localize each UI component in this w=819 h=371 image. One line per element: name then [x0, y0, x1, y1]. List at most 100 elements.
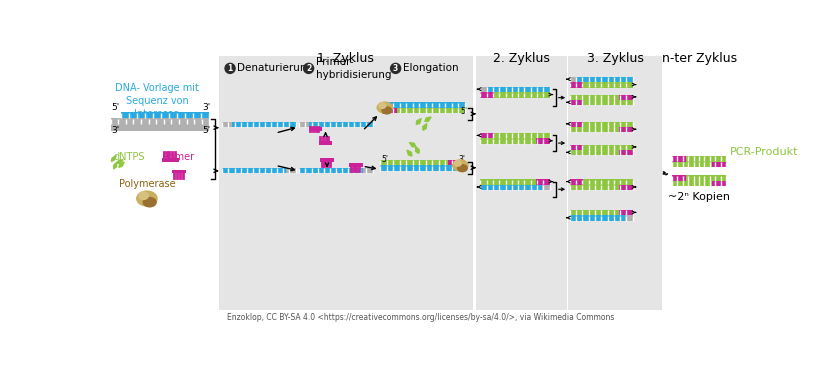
Bar [569, 145, 632, 150]
Bar [476, 56, 566, 310]
Bar [162, 158, 179, 162]
Ellipse shape [457, 165, 467, 172]
Circle shape [224, 63, 235, 73]
Text: dNTPS: dNTPS [113, 152, 145, 162]
Bar [624, 216, 632, 221]
Text: Primer-
hybridisierung: Primer- hybridisierung [315, 57, 391, 80]
Bar [480, 133, 549, 138]
Bar [447, 160, 464, 165]
Bar [569, 122, 583, 127]
Polygon shape [406, 150, 411, 156]
Bar [618, 185, 632, 190]
Text: DNA- Vorlage mit
Sequenz von
Interesse: DNA- Vorlage mit Sequenz von Interesse [115, 83, 198, 119]
Bar [711, 161, 725, 167]
Polygon shape [111, 155, 116, 161]
Bar [349, 163, 363, 167]
Polygon shape [415, 147, 419, 154]
Bar [480, 133, 494, 138]
Bar [569, 100, 632, 105]
Text: 3: 3 [392, 64, 398, 73]
Bar [569, 82, 583, 88]
Text: 5': 5' [382, 155, 388, 164]
Text: Primer: Primer [161, 152, 193, 162]
Bar [569, 82, 632, 88]
Polygon shape [423, 124, 426, 130]
Bar [111, 125, 209, 131]
Text: Elongation: Elongation [402, 63, 458, 73]
Bar [380, 102, 389, 108]
Text: Polymerase: Polymerase [119, 179, 175, 189]
Text: 3': 3' [111, 126, 120, 135]
Bar [672, 156, 725, 161]
Text: 2: 2 [305, 64, 311, 73]
Bar [672, 175, 685, 181]
Bar [319, 158, 333, 162]
Text: 3': 3' [458, 155, 465, 164]
Circle shape [303, 63, 313, 73]
Bar [380, 108, 396, 113]
Bar [569, 185, 632, 190]
Bar [541, 185, 549, 190]
Bar [568, 56, 661, 310]
Bar [535, 138, 549, 144]
Bar [299, 168, 363, 173]
Bar [569, 95, 632, 100]
Bar [222, 122, 231, 127]
Bar [172, 170, 186, 173]
Bar [218, 56, 472, 310]
Bar [711, 181, 725, 186]
Bar [480, 179, 549, 185]
Ellipse shape [139, 192, 148, 200]
Bar [380, 160, 464, 165]
Text: 3': 3' [202, 103, 210, 112]
Bar [672, 181, 725, 186]
Bar [286, 168, 295, 173]
Text: 3. Zyklus: 3. Zyklus [586, 52, 643, 65]
Bar [480, 138, 549, 144]
Bar [455, 165, 464, 171]
Bar [569, 179, 583, 185]
Ellipse shape [377, 102, 392, 113]
Bar [672, 161, 725, 167]
Bar [299, 122, 308, 127]
Polygon shape [114, 162, 117, 169]
Bar [480, 185, 541, 190]
Text: Denaturierung: Denaturierung [237, 63, 313, 73]
Text: n-ter Zyklus: n-ter Zyklus [662, 52, 736, 65]
Bar [222, 168, 286, 173]
Ellipse shape [452, 160, 468, 171]
Bar [672, 156, 685, 161]
Bar [618, 127, 632, 132]
Bar [569, 210, 632, 216]
Circle shape [390, 63, 400, 73]
Ellipse shape [143, 198, 156, 207]
Bar [111, 118, 209, 125]
Bar [569, 100, 583, 105]
Text: ~2ⁿ Kopien: ~2ⁿ Kopien [667, 192, 729, 202]
Text: Enzoklop, CC BY-SA 4.0 <https://creativecommons.org/licenses/by-sa/4.0/>, via Wi: Enzoklop, CC BY-SA 4.0 <https://creative… [226, 313, 613, 322]
Text: 3': 3' [382, 107, 388, 116]
Bar [389, 102, 464, 108]
Bar [380, 165, 455, 171]
Bar [319, 141, 332, 145]
Bar [618, 95, 632, 100]
Bar [535, 179, 549, 185]
Polygon shape [119, 162, 124, 167]
Ellipse shape [378, 103, 386, 108]
Bar [380, 108, 464, 113]
Polygon shape [424, 117, 431, 121]
Bar [487, 87, 549, 92]
Bar [569, 127, 632, 132]
Bar [569, 77, 577, 82]
Bar [618, 210, 632, 216]
Bar [231, 122, 295, 127]
Text: 5': 5' [111, 103, 120, 112]
Bar [480, 87, 487, 92]
Polygon shape [416, 119, 421, 124]
Bar [569, 145, 583, 150]
Bar [363, 168, 372, 173]
Polygon shape [116, 160, 123, 164]
Bar [308, 122, 372, 127]
Bar [480, 92, 549, 98]
Text: 5': 5' [202, 126, 210, 135]
